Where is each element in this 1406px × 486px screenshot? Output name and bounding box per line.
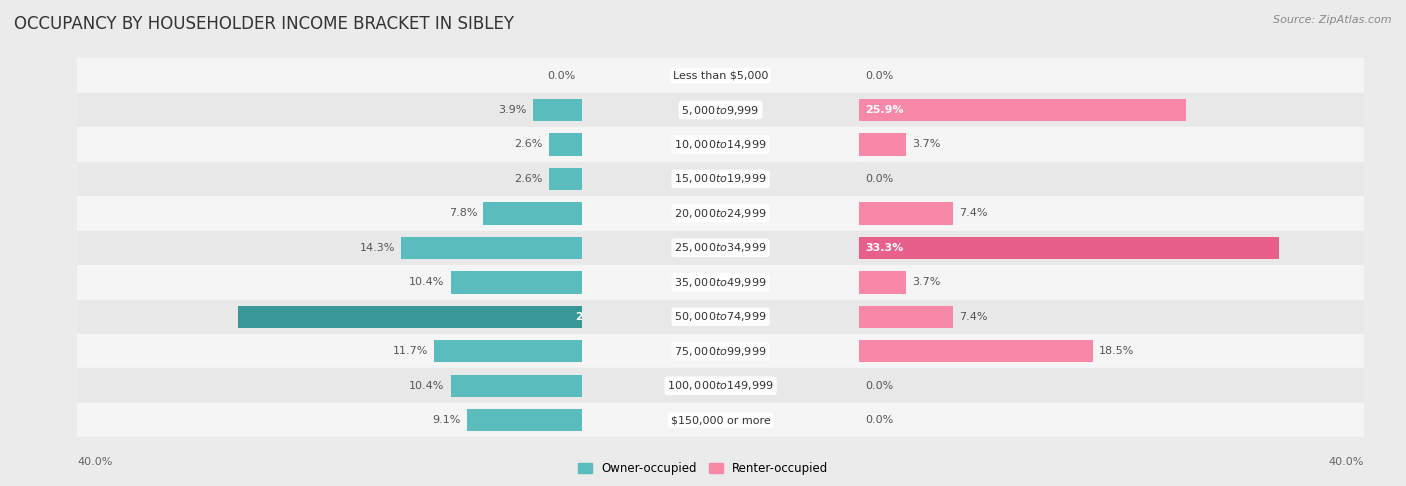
Bar: [77, 368, 582, 403]
Text: 0.0%: 0.0%: [866, 70, 894, 81]
Bar: [859, 237, 1279, 259]
Bar: [77, 196, 582, 231]
Text: 14.3%: 14.3%: [360, 243, 395, 253]
Bar: [859, 58, 1364, 93]
Text: $75,000 to $99,999: $75,000 to $99,999: [675, 345, 766, 358]
Text: 10.4%: 10.4%: [409, 278, 444, 287]
Bar: [859, 202, 953, 225]
Bar: [859, 231, 1364, 265]
Text: Less than $5,000: Less than $5,000: [673, 70, 768, 81]
Bar: [582, 403, 859, 437]
Text: 7.4%: 7.4%: [959, 312, 987, 322]
Text: $50,000 to $74,999: $50,000 to $74,999: [675, 310, 766, 323]
Bar: [859, 403, 1364, 437]
Bar: [582, 299, 859, 334]
Bar: [77, 265, 582, 299]
Bar: [402, 237, 582, 259]
Bar: [451, 375, 582, 397]
Bar: [582, 265, 859, 299]
Text: 2.6%: 2.6%: [515, 174, 543, 184]
Bar: [77, 58, 582, 93]
Text: 0.0%: 0.0%: [866, 415, 894, 425]
Text: Source: ZipAtlas.com: Source: ZipAtlas.com: [1274, 15, 1392, 25]
Text: 11.7%: 11.7%: [392, 346, 427, 356]
Bar: [859, 265, 1364, 299]
Text: 9.1%: 9.1%: [433, 415, 461, 425]
Bar: [77, 127, 582, 162]
Bar: [582, 196, 859, 231]
Text: 3.7%: 3.7%: [912, 278, 941, 287]
Text: $15,000 to $19,999: $15,000 to $19,999: [675, 173, 766, 186]
Text: 0.0%: 0.0%: [547, 70, 575, 81]
Bar: [582, 58, 859, 93]
Text: 2.6%: 2.6%: [515, 139, 543, 150]
Bar: [859, 340, 1092, 363]
Bar: [451, 271, 582, 294]
Bar: [859, 306, 953, 328]
Text: 3.7%: 3.7%: [912, 139, 941, 150]
Text: 40.0%: 40.0%: [77, 456, 112, 467]
Bar: [467, 409, 582, 432]
Bar: [77, 334, 582, 368]
Bar: [77, 93, 582, 127]
Bar: [238, 306, 582, 328]
Bar: [77, 162, 582, 196]
Bar: [859, 99, 1187, 121]
Bar: [859, 162, 1364, 196]
Text: 0.0%: 0.0%: [866, 174, 894, 184]
Text: 27.3%: 27.3%: [575, 312, 614, 322]
Text: 18.5%: 18.5%: [1099, 346, 1135, 356]
Bar: [582, 127, 859, 162]
Bar: [533, 99, 582, 121]
Bar: [582, 368, 859, 403]
Legend: Owner-occupied, Renter-occupied: Owner-occupied, Renter-occupied: [572, 458, 834, 480]
Text: $35,000 to $49,999: $35,000 to $49,999: [675, 276, 766, 289]
Text: $10,000 to $14,999: $10,000 to $14,999: [675, 138, 766, 151]
Text: 7.8%: 7.8%: [449, 208, 477, 218]
Text: 3.9%: 3.9%: [498, 105, 526, 115]
Bar: [859, 271, 905, 294]
Bar: [859, 334, 1364, 368]
Text: OCCUPANCY BY HOUSEHOLDER INCOME BRACKET IN SIBLEY: OCCUPANCY BY HOUSEHOLDER INCOME BRACKET …: [14, 15, 515, 33]
Text: 40.0%: 40.0%: [1329, 456, 1364, 467]
Bar: [859, 299, 1364, 334]
Bar: [77, 403, 582, 437]
Bar: [77, 231, 582, 265]
Bar: [859, 368, 1364, 403]
Bar: [582, 334, 859, 368]
Text: $25,000 to $34,999: $25,000 to $34,999: [675, 242, 766, 254]
Bar: [859, 127, 1364, 162]
Text: $150,000 or more: $150,000 or more: [671, 415, 770, 425]
Bar: [582, 231, 859, 265]
Text: $20,000 to $24,999: $20,000 to $24,999: [675, 207, 766, 220]
Bar: [859, 93, 1364, 127]
Text: 7.4%: 7.4%: [959, 208, 987, 218]
Bar: [484, 202, 582, 225]
Bar: [582, 93, 859, 127]
Bar: [548, 168, 582, 190]
Bar: [859, 196, 1364, 231]
Bar: [859, 133, 905, 156]
Text: 10.4%: 10.4%: [409, 381, 444, 391]
Bar: [548, 133, 582, 156]
Text: $100,000 to $149,999: $100,000 to $149,999: [668, 379, 773, 392]
Text: $5,000 to $9,999: $5,000 to $9,999: [682, 104, 759, 117]
Text: 0.0%: 0.0%: [866, 381, 894, 391]
Text: 25.9%: 25.9%: [866, 105, 904, 115]
Bar: [77, 299, 582, 334]
Text: 33.3%: 33.3%: [866, 243, 904, 253]
Bar: [582, 162, 859, 196]
Bar: [434, 340, 582, 363]
